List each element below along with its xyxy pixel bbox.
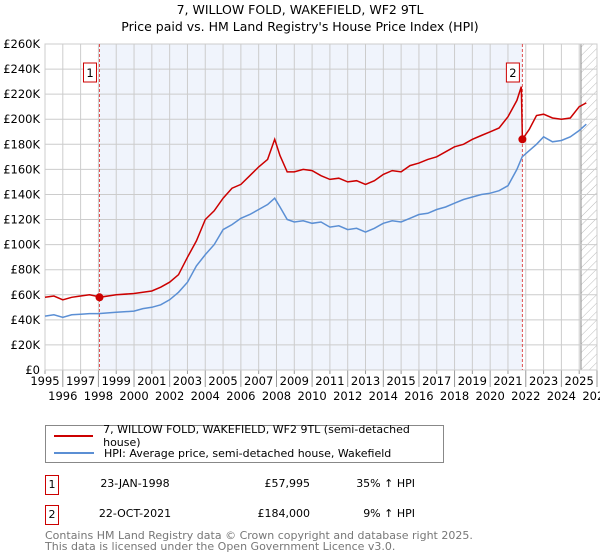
sale-marker-label: 2 [509,66,516,80]
legend-item-hpi: HPI: Average price, semi-detached house,… [54,445,391,461]
x-tick-label: 1999 [102,374,131,388]
chart-title: 7, WILLOW FOLD, WAKEFIELD, WF2 9TL [177,2,424,17]
y-tick-label: £60K [11,288,41,302]
x-tick-label: 2018 [440,389,469,403]
x-tick-label: 2016 [404,389,433,403]
sale-point [518,135,527,144]
sale-marker-badge: 1 [45,475,59,495]
y-tick-label: £20K [11,338,41,352]
sale-marker-badge: 2 [45,505,59,525]
sale-marker-box [505,62,520,83]
x-tick-label: 2004 [191,389,220,403]
x-tick-label: 2006 [226,389,255,403]
x-tick-label: 2020 [476,389,505,403]
legend: 7, WILLOW FOLD, WAKEFIELD, WF2 9TL (semi… [45,423,444,463]
y-tick-label: £200K [3,112,40,126]
legend-swatch-blue [54,452,94,454]
x-tick-label: 2005 [208,374,237,388]
sale-hpi-diff: 35% ↑ HPI [356,477,415,490]
sale-date: 22-OCT-2021 [98,507,172,520]
y-tick-label: £140K [3,187,40,201]
sale-point [95,293,104,302]
x-tick-label: 2008 [262,389,291,403]
x-tick-label: 2022 [511,389,540,403]
x-tick-label: 2003 [173,374,202,388]
sale-date: 23-JAN-1998 [100,477,170,490]
x-tick-label: 2025 [565,374,594,388]
y-tick-label: £180K [3,137,40,151]
x-tick-label: 1996 [48,389,77,403]
footer-line: This data is licensed under the Open Gov… [45,540,396,553]
hpi-line [44,123,587,319]
x-tick-label: 1997 [66,374,95,388]
footer-attribution: Contains HM Land Registry data © Crown c… [45,530,473,552]
x-tick-label: 2012 [333,389,362,403]
x-tick-label: 1995 [30,374,59,388]
sale-hpi-diff: 9% ↑ HPI [363,507,415,520]
forecast-hatch [580,44,597,370]
x-tick-label: 2021 [493,374,522,388]
x-tick-label: 2000 [119,389,148,403]
x-tick-label: 2007 [244,374,273,388]
sale-marker-box [82,62,97,83]
x-tick-label: 2011 [315,374,344,388]
property-price-line [44,86,587,301]
legend-label: 7, WILLOW FOLD, WAKEFIELD, WF2 9TL (semi… [103,423,410,449]
x-tick-label: 2009 [280,374,309,388]
x-tick-label: 2001 [137,374,166,388]
y-tick-label: £160K [3,162,40,176]
legend-label: HPI: Average price, semi-detached house,… [104,446,392,460]
sale-price: £184,000 [257,507,311,520]
x-tick-label: 1998 [84,389,113,403]
y-tick-label: £260K [3,37,40,51]
x-tick-label: 2010 [297,389,326,403]
sale-marker-label: 1 [86,66,93,80]
sale-row-2: 2 22-OCT-2021 £184,000 9% ↑ HPI [45,505,545,525]
x-tick-label: 2015 [386,374,415,388]
plot-border [44,43,598,371]
price-chart: 7, WILLOW FOLD, WAKEFIELD, WF2 9TL Price … [3,2,600,403]
x-tick-label: 2013 [351,374,380,388]
x-tick-label: 2014 [369,389,398,403]
y-tick-label: £40K [11,313,41,327]
x-tick-label: 2024 [547,389,576,403]
footer-line: Contains HM Land Registry data © Crown c… [45,529,473,542]
ownership-shading [99,44,523,370]
x-tick-label: 2023 [529,374,558,388]
y-tick-label: £0 [25,363,40,377]
x-tick-label: 2019 [458,374,487,388]
sale-row-1: 1 23-JAN-1998 £57,995 35% ↑ HPI [45,475,545,495]
y-tick-label: £120K [3,213,40,227]
y-tick-label: £240K [3,62,40,76]
x-tick-label: 2026 [582,389,600,403]
y-tick-label: £220K [3,87,40,101]
y-tick-label: £100K [3,238,40,252]
chart-title: Price paid vs. HM Land Registry's House … [121,19,478,34]
y-tick-label: £80K [11,263,41,277]
legend-swatch-red [54,435,94,437]
x-tick-label: 2002 [155,389,184,403]
legend-item-property: 7, WILLOW FOLD, WAKEFIELD, WF2 9TL (semi… [54,423,443,449]
sale-price: £57,995 [264,477,311,490]
x-tick-label: 2017 [422,374,451,388]
